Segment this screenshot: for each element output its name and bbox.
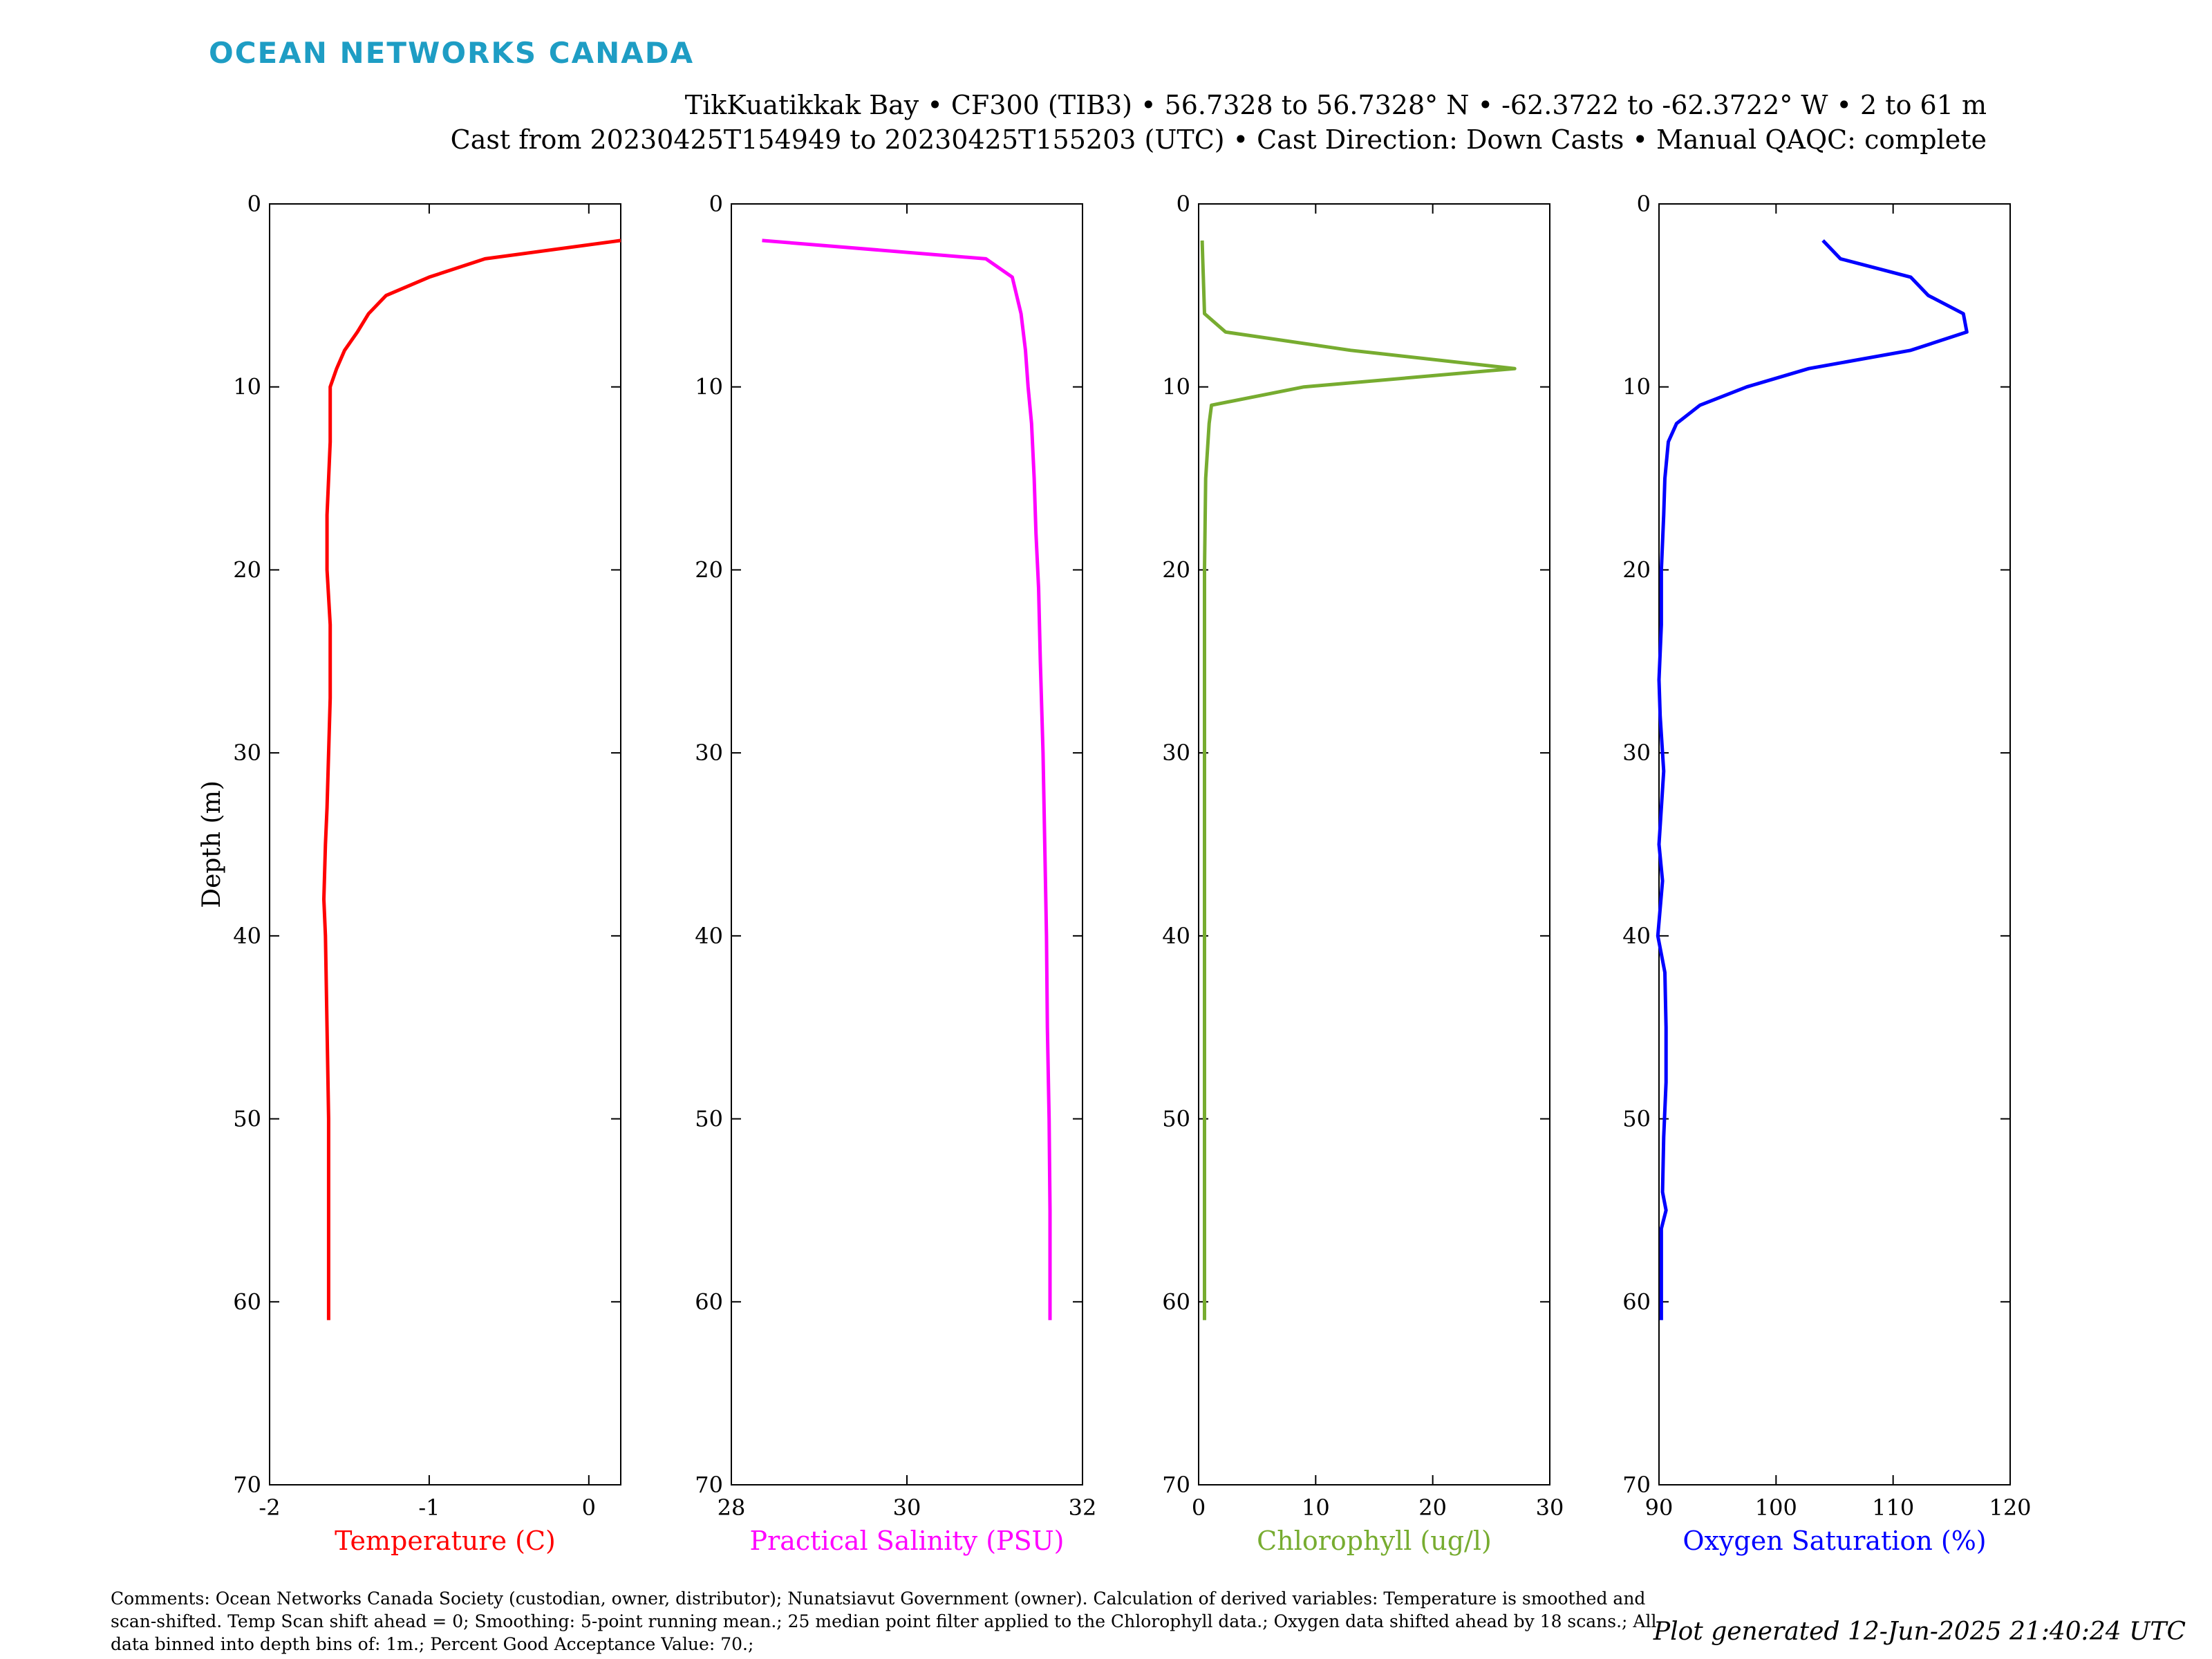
y-tick-label: 70 (1162, 1472, 1190, 1498)
y-tick-label: 60 (233, 1288, 261, 1315)
y-tick-label: 30 (1162, 740, 1190, 766)
x-tick-label: 90 (1645, 1494, 1674, 1521)
y-tick-label: 40 (1622, 923, 1651, 949)
x-tick-label: 32 (1069, 1494, 1097, 1521)
x-axis-label: Practical Salinity (PSU) (750, 1526, 1065, 1556)
ocean-networks-canada-logo: OCEAN NETWORKS CANADA (209, 36, 695, 70)
y-tick-label: 20 (233, 556, 261, 583)
y-tick-label: 60 (695, 1288, 723, 1315)
y-tick-label: 50 (695, 1106, 723, 1132)
x-axis-label: Oxygen Saturation (%) (1683, 1526, 1986, 1556)
y-tick-label: 10 (695, 374, 723, 400)
y-tick-label: 10 (233, 374, 261, 400)
y-tick-label: 40 (695, 923, 723, 949)
y-tick-label: 40 (1162, 923, 1190, 949)
y-tick-label: 30 (695, 740, 723, 766)
y-tick-label: 60 (1162, 1288, 1190, 1315)
y-tick-label: 70 (1622, 1472, 1651, 1498)
plot-generated-timestamp: Plot generated 12-Jun-2025 21:40:24 UTC (1653, 1618, 2186, 1646)
y-axis-label: Depth (m) (198, 780, 226, 908)
y-tick-label: 30 (233, 740, 261, 766)
plot-frame-4 (1658, 203, 2011, 1485)
y-tick-label: 20 (695, 556, 723, 583)
series-line-2 (762, 238, 1052, 1320)
comments-text: Comments: Ocean Networks Canada Society … (111, 1588, 1657, 1654)
plot-frame-3 (1198, 203, 1550, 1485)
y-tick-label: 20 (1162, 556, 1190, 583)
x-tick-label: 30 (1536, 1494, 1564, 1521)
x-tick-label: 0 (582, 1494, 596, 1521)
y-tick-label: 50 (1622, 1106, 1651, 1132)
series-line-3 (1200, 240, 1517, 1320)
x-tick-label: 120 (1989, 1494, 2031, 1521)
y-tick-label: 50 (1162, 1106, 1190, 1132)
y-tick-label: 10 (1162, 374, 1190, 400)
y-tick-label: 0 (1637, 191, 1651, 217)
y-tick-label: 20 (1622, 556, 1651, 583)
plot-frame-1 (269, 203, 621, 1485)
y-tick-label: 50 (233, 1106, 261, 1132)
y-tick-label: 40 (233, 923, 261, 949)
y-tick-label: 10 (1622, 374, 1651, 400)
x-tick-label: -1 (418, 1494, 440, 1521)
x-tick-label: 30 (893, 1494, 921, 1521)
y-tick-label: 0 (247, 191, 261, 217)
x-axis-label: Temperature (C) (335, 1526, 556, 1556)
plot-title-location: TikKuatikkak Bay • CF300 (TIB3) • 56.732… (684, 90, 1987, 120)
y-tick-label: 0 (1177, 191, 1190, 217)
x-tick-label: 20 (1418, 1494, 1447, 1521)
x-tick-label: 0 (1192, 1494, 1206, 1521)
x-tick-label: -2 (259, 1494, 280, 1521)
plot-title-cast: Cast from 20230425T154949 to 20230425T15… (450, 124, 1987, 155)
y-tick-label: 60 (1622, 1288, 1651, 1315)
series-line-4 (1656, 239, 1969, 1320)
x-tick-label: 100 (1755, 1494, 1797, 1521)
x-tick-label: 10 (1302, 1494, 1330, 1521)
y-tick-label: 70 (695, 1472, 723, 1498)
y-tick-label: 0 (709, 191, 723, 217)
y-tick-label: 30 (1622, 740, 1651, 766)
x-tick-label: 28 (718, 1494, 746, 1521)
x-tick-label: 110 (1872, 1494, 1914, 1521)
series-line-1 (322, 238, 621, 1320)
x-axis-label: Chlorophyll (ug/l) (1257, 1526, 1492, 1556)
y-tick-label: 70 (233, 1472, 261, 1498)
